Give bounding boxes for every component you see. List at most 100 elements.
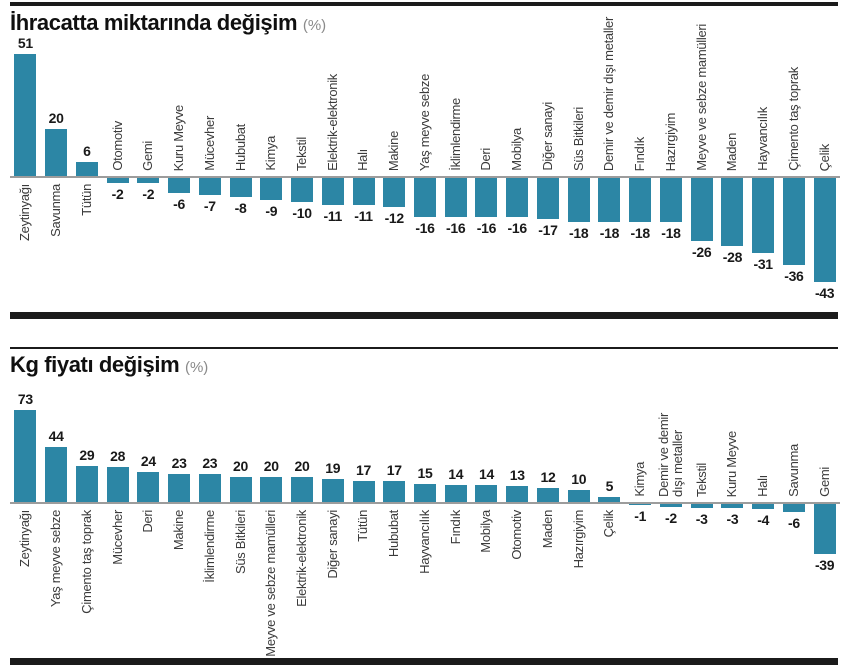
- category-label: Meyve ve sebze mamülleri: [263, 510, 279, 657]
- value-label: -18: [599, 224, 620, 241]
- bar: [690, 178, 713, 241]
- category-label: Mobilya: [509, 128, 525, 171]
- value-label: -11: [354, 207, 373, 224]
- category-label: Meyve ve sebze mamülleri: [693, 24, 709, 171]
- category-label-wrap: Halı: [748, 475, 779, 497]
- category-label: Hububat: [386, 510, 402, 558]
- value-label: -3: [695, 510, 708, 527]
- category-label: Yaş meyve sebze: [416, 73, 432, 171]
- category-label-wrap: Otomotiv: [102, 121, 133, 171]
- bar: [321, 478, 344, 503]
- value-label: -3: [726, 510, 739, 527]
- category-label: Halı: [755, 475, 771, 497]
- bar: [229, 178, 252, 198]
- value-label: 19: [325, 459, 341, 476]
- category-label: Kuru Meyve: [724, 430, 740, 497]
- category-label-wrap: Savunma: [41, 184, 72, 237]
- value-label: 23: [202, 454, 218, 471]
- bar: [75, 465, 98, 503]
- bar: [352, 178, 375, 205]
- category-label-wrap: Halı: [348, 149, 379, 171]
- category-label-wrap: Kuru Meyve: [164, 105, 195, 171]
- category-label-wrap: Çimento taş toprak: [71, 510, 102, 614]
- bar: [721, 178, 744, 246]
- category-label: Savunma: [48, 184, 64, 237]
- bar: [168, 178, 191, 193]
- value-label: -6: [173, 195, 185, 212]
- value-label: -16: [476, 219, 497, 236]
- value-label: -12: [384, 210, 405, 227]
- value-label: -11: [323, 207, 343, 224]
- category-label: Süs Bitkileri: [570, 106, 586, 171]
- middle-thick-rule: [10, 312, 838, 319]
- category-label-wrap: Savunma: [779, 444, 810, 497]
- value-label: -16: [446, 219, 466, 236]
- category-label: Hububat: [232, 123, 248, 171]
- bar: [106, 178, 129, 183]
- category-label-wrap: Demir ve demir dışı metaller: [656, 413, 687, 497]
- value-label: 17: [356, 462, 371, 479]
- category-label-wrap: Süs Bitkileri: [563, 107, 594, 171]
- chart-title-unit: (%): [184, 359, 209, 376]
- bar: [14, 409, 37, 503]
- category-label: Çelik: [601, 510, 617, 538]
- bar: [45, 128, 68, 177]
- category-label-wrap: Deri: [133, 510, 164, 533]
- bar: [752, 504, 775, 510]
- bar: [198, 473, 221, 503]
- category-label: İklimlendirme: [201, 510, 217, 583]
- bar: [659, 504, 682, 507]
- category-label-wrap: Zeytinyağı: [10, 184, 41, 241]
- value-label: -31: [753, 256, 773, 273]
- category-label-wrap: Meyve ve sebze mamülleri: [256, 510, 287, 657]
- value-label: -39: [814, 556, 835, 573]
- category-label-wrap: Fındık: [625, 137, 656, 171]
- category-label: Çimento taş toprak: [785, 67, 801, 171]
- plot-area: 73 Zeytinyağı 44 Yaş meyve sebze 29 Çimento t…: [10, 352, 840, 658]
- category-label: Hazırgiyim: [570, 510, 586, 569]
- category-label-wrap: Mücevher: [194, 116, 225, 171]
- category-label: Elektrik-elektronik: [324, 74, 340, 171]
- value-label: 29: [79, 446, 95, 463]
- value-label: -28: [722, 248, 743, 265]
- bar: [383, 178, 406, 208]
- category-label: Tekstil: [693, 462, 709, 497]
- category-label-wrap: Deri: [471, 148, 502, 171]
- category-label: Yaş meyve sebze: [48, 510, 64, 608]
- category-label-wrap: Demir ve demir dışı metaller: [594, 17, 625, 171]
- value-label: 13: [509, 467, 525, 484]
- category-label-wrap: Maden: [533, 510, 564, 548]
- chart-export-quantity-change: İhracatta miktarında değişim (%) 51 Zeyti…: [10, 10, 840, 310]
- chart-title-text: Kg fiyatı değişim: [10, 352, 180, 377]
- category-label-wrap: Hayvancılık: [748, 107, 779, 171]
- category-label-wrap: Otomotiv: [502, 510, 533, 560]
- category-label: Süs Bitkileri: [232, 510, 248, 575]
- bar: [536, 487, 559, 503]
- chart-title-unit: (%): [302, 17, 327, 34]
- bar: [75, 162, 98, 177]
- value-label: 12: [540, 468, 556, 485]
- value-label: 51: [17, 34, 33, 51]
- bar: [629, 178, 652, 222]
- value-label: -2: [142, 185, 155, 202]
- category-label-wrap: Diğer sanayi: [533, 102, 564, 171]
- value-label: -8: [234, 200, 247, 217]
- category-label: Çelik: [816, 143, 832, 171]
- category-label: Halı: [355, 149, 371, 171]
- value-label: -2: [111, 185, 124, 202]
- bar: [444, 485, 467, 503]
- category-label-wrap: Hazırgiyim: [656, 113, 687, 171]
- zero-axis-line: [10, 502, 840, 504]
- category-label-wrap: Maden: [717, 133, 748, 171]
- value-label: 23: [171, 454, 187, 471]
- category-label: Diğer sanayi: [324, 510, 340, 579]
- bar: [506, 486, 529, 503]
- bar: [414, 483, 436, 503]
- bar: [444, 178, 467, 217]
- category-label-wrap: Elektrik-elektronik: [317, 74, 348, 171]
- value-label: -26: [691, 243, 712, 260]
- bar: [291, 477, 314, 503]
- value-label: -36: [784, 268, 804, 285]
- category-label-wrap: Tekstil: [287, 137, 318, 171]
- chart-title-text: İhracatta miktarında değişim: [10, 10, 298, 35]
